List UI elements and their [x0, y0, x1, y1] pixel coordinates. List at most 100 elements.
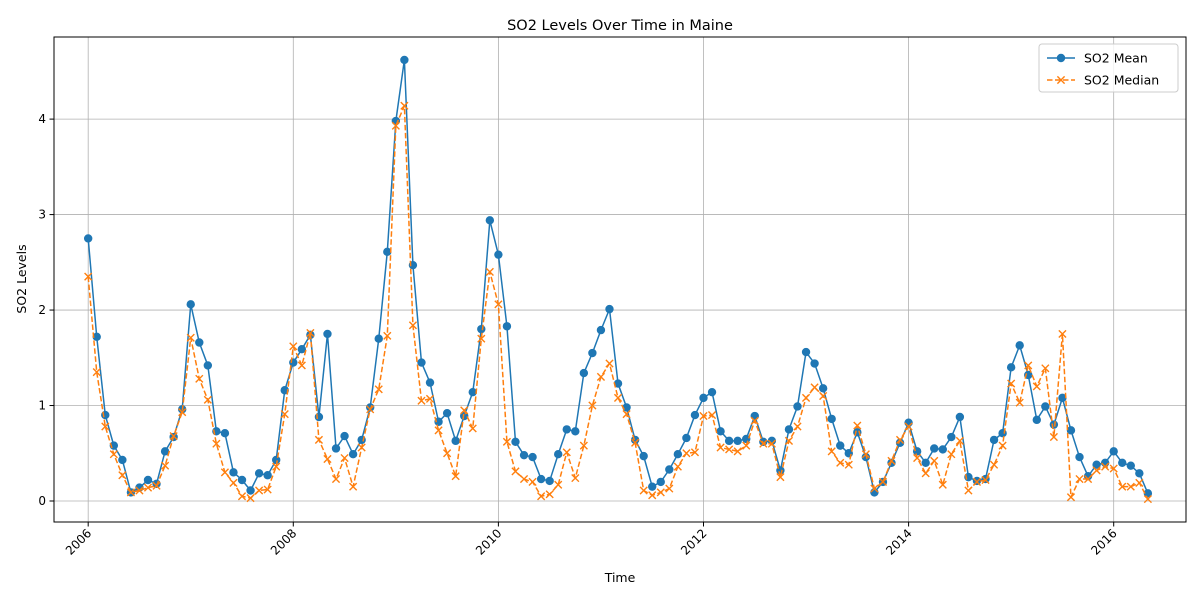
data-point — [707, 387, 717, 397]
data-point — [528, 477, 537, 486]
data-point — [554, 450, 563, 459]
data-point — [648, 482, 657, 491]
data-point — [673, 450, 683, 459]
data-point — [143, 483, 153, 492]
data-point — [425, 378, 435, 387]
data-point — [1056, 53, 1066, 63]
data-point — [742, 441, 751, 450]
data-point — [622, 410, 631, 419]
data-point — [212, 439, 221, 448]
data-point — [408, 321, 418, 330]
data-point — [1083, 474, 1093, 484]
data-point — [571, 473, 580, 483]
y-tick-label: 3 — [38, 208, 46, 222]
data-point — [836, 441, 845, 450]
data-point — [417, 358, 426, 367]
data-point — [537, 492, 546, 501]
data-point — [1007, 379, 1016, 388]
data-point — [656, 477, 665, 487]
chart-title: SO2 Levels Over Time in Maine — [507, 18, 733, 34]
data-point — [331, 444, 341, 453]
data-point — [682, 449, 691, 458]
series-0 — [83, 55, 1153, 498]
data-point — [519, 474, 529, 484]
data-point — [793, 422, 802, 431]
data-point — [673, 462, 682, 471]
data-point — [998, 441, 1007, 450]
data-point — [588, 348, 597, 358]
data-point — [374, 334, 383, 343]
data-point — [1066, 493, 1076, 502]
data-point — [229, 478, 238, 487]
data-point — [331, 474, 341, 484]
data-point — [571, 427, 580, 436]
data-point — [348, 450, 358, 459]
legend-label: SO2 Mean — [1084, 51, 1148, 66]
data-point — [246, 494, 255, 503]
data-point — [519, 450, 529, 460]
data-point — [263, 485, 272, 494]
data-point — [536, 474, 546, 484]
data-point — [442, 408, 452, 418]
data-point — [793, 402, 802, 411]
data-point — [725, 445, 734, 454]
data-point — [323, 329, 332, 339]
data-point — [1058, 329, 1067, 339]
data-point — [690, 410, 700, 420]
data-point — [340, 453, 349, 463]
data-point — [460, 406, 469, 415]
data-point — [254, 469, 264, 478]
data-point — [545, 490, 554, 499]
data-point — [434, 417, 443, 426]
data-point — [425, 394, 435, 403]
data-point — [853, 421, 862, 430]
data-point — [1041, 364, 1050, 373]
data-point — [596, 372, 606, 381]
data-point — [169, 431, 178, 441]
x-axis-label: Time — [604, 570, 636, 585]
data-point — [1135, 469, 1144, 478]
data-point — [930, 456, 939, 465]
y-tick-label: 1 — [38, 399, 46, 413]
data-point — [1100, 458, 1110, 468]
data-point — [203, 395, 212, 404]
data-point — [511, 467, 520, 476]
data-point — [443, 449, 452, 458]
x-tick-label: 2016 — [1088, 526, 1119, 557]
data-point — [1032, 382, 1041, 391]
data-point — [297, 344, 307, 354]
data-point — [357, 443, 366, 452]
data-point — [135, 486, 144, 495]
data-point — [1135, 478, 1144, 487]
data-point — [631, 438, 640, 447]
data-point — [263, 471, 272, 480]
data-point — [1092, 466, 1101, 475]
data-point — [143, 475, 153, 485]
legend-item: SO2 Mean — [1047, 51, 1148, 66]
data-point — [759, 439, 768, 448]
data-point — [220, 468, 230, 477]
data-point — [101, 422, 110, 431]
data-point — [1126, 482, 1135, 491]
data-point — [511, 437, 520, 447]
data-point — [938, 480, 947, 489]
data-point — [229, 468, 238, 477]
data-point — [579, 368, 589, 378]
data-point — [989, 460, 999, 469]
data-point — [1118, 458, 1127, 468]
data-point — [468, 424, 477, 433]
data-point — [955, 412, 965, 422]
data-point — [989, 435, 999, 445]
data-point — [1066, 426, 1076, 435]
data-point — [596, 325, 606, 335]
data-point — [818, 384, 828, 393]
data-point — [126, 488, 136, 497]
data-point — [83, 234, 93, 243]
data-point — [605, 359, 614, 368]
data-point — [827, 414, 836, 424]
data-point — [972, 477, 982, 486]
data-point — [656, 488, 665, 497]
x-tick-label: 2014 — [883, 526, 914, 557]
data-point — [870, 488, 879, 497]
